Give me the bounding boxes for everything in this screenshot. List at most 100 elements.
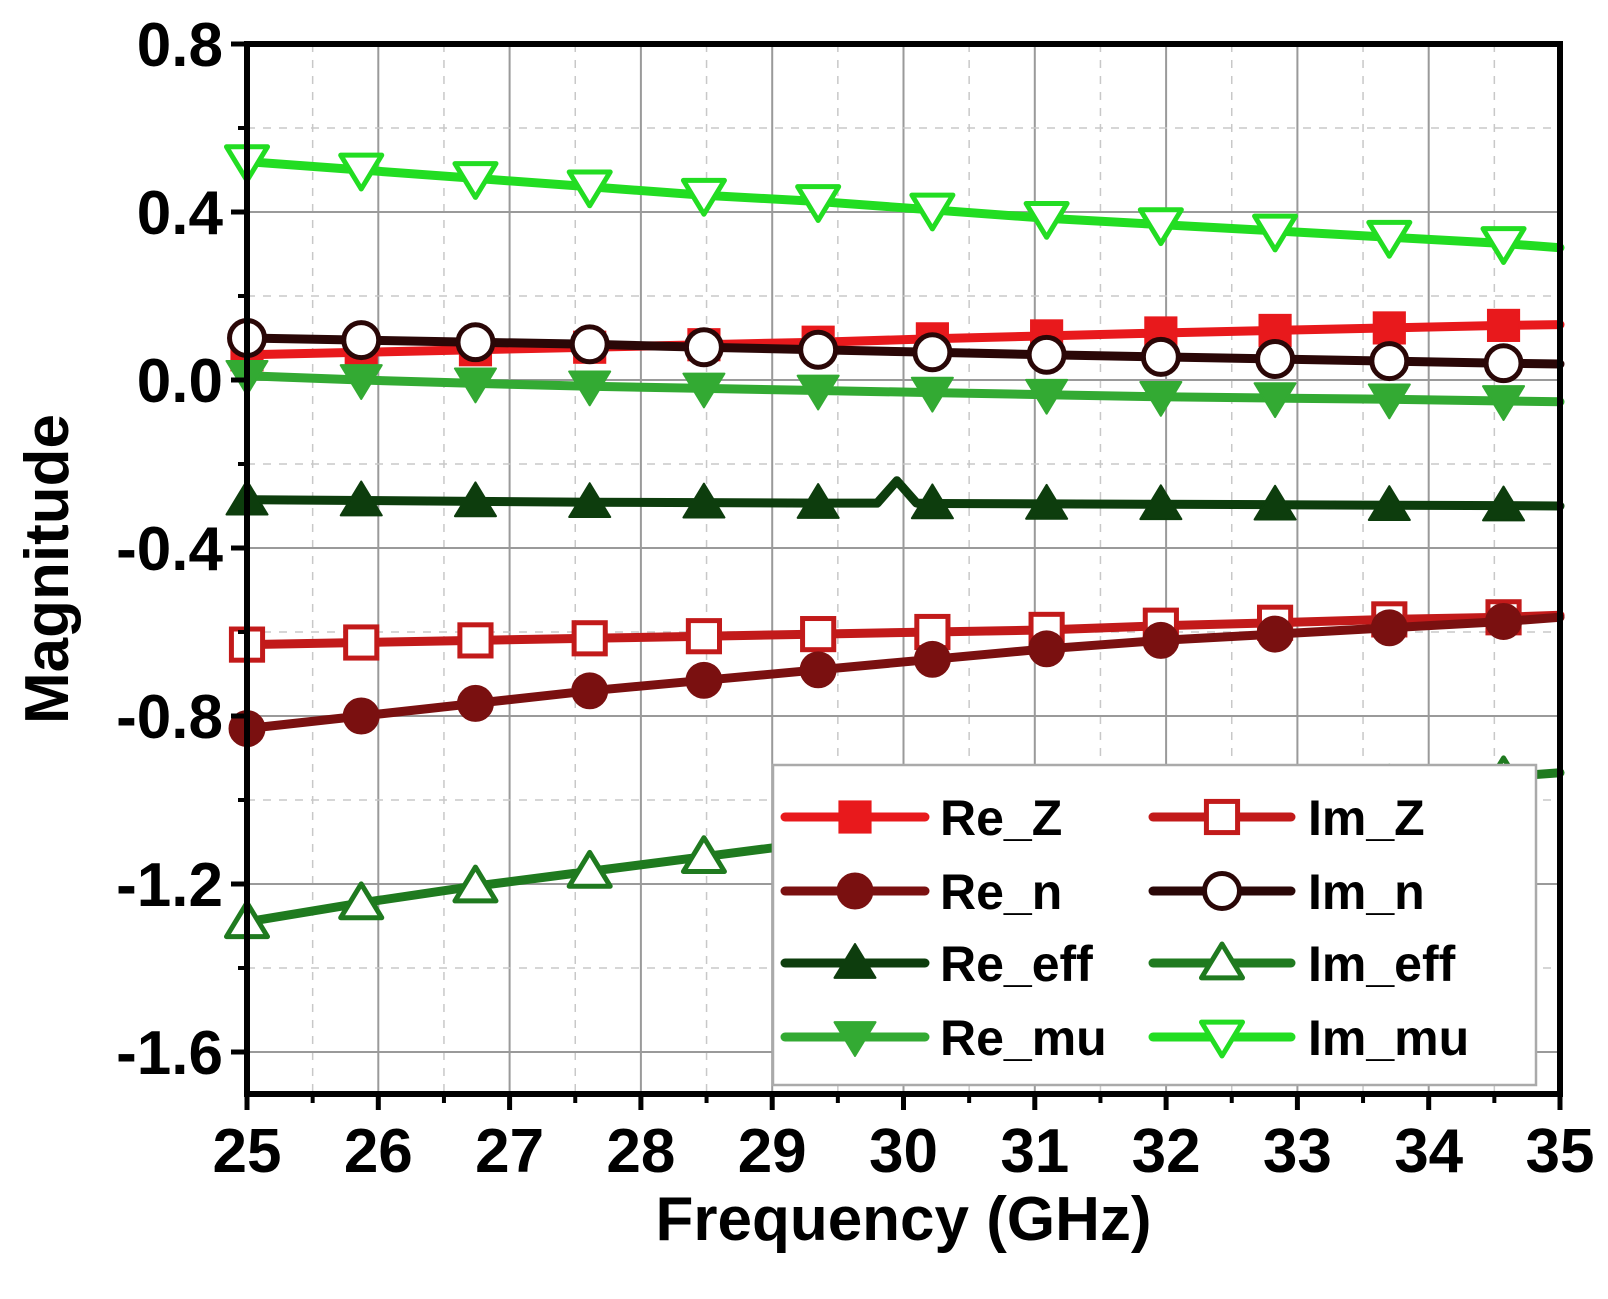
legend-marker-im-eff (1198, 941, 1246, 981)
x-tick-label: 26 (344, 1117, 413, 1186)
legend-item-im-n: Im_n (1148, 864, 1425, 920)
data-point-re-n (571, 672, 609, 710)
legend-item-im-eff: Im_eff (1148, 936, 1456, 992)
legend-marker-im-n (1202, 871, 1242, 911)
data-point-im-mu (1252, 213, 1299, 253)
data-point-re-eff (910, 483, 954, 520)
data-point-im-n (455, 322, 496, 363)
legend-item-re-eff: Re_eff (780, 936, 1093, 992)
legend-label-re-mu: Re_mu (940, 1010, 1107, 1066)
legend-label-re-eff: Re_eff (940, 936, 1093, 992)
data-point-im-mu (909, 192, 956, 232)
data-point-im-mu (1023, 200, 1070, 240)
y-axis-title: Magnitude (13, 414, 82, 724)
y-tick-label: 0.0 (137, 347, 223, 416)
data-point-im-mu (1366, 219, 1413, 259)
data-point-re-mu (682, 372, 726, 409)
axis-ticks: 25 26 27 28 29 30 31 32 33 34 35 -1.6 -1.2 -0.8 -0.4 0.… (116, 11, 1594, 1186)
data-point-re-n (456, 684, 494, 722)
series-line-re-eff (242, 476, 1565, 511)
legend-label-im-n: Im_n (1308, 864, 1425, 920)
x-tick-label: 34 (1394, 1117, 1463, 1186)
data-point-re-eff (796, 483, 840, 519)
data-point-re-mu (1139, 380, 1183, 417)
data-point-im-eff (566, 849, 613, 889)
data-point-re-n (342, 697, 380, 735)
data-point-im-eff (680, 835, 727, 875)
data-point-re-n (1485, 603, 1523, 640)
x-axis-title: Frequency (GHz) (655, 1185, 1151, 1254)
legend-marker-re-n (836, 872, 874, 910)
data-point-re-n (1256, 615, 1294, 653)
data-point-re-mu (453, 367, 497, 404)
data-point-im-mu (1137, 207, 1184, 247)
x-tick-label: 31 (1000, 1117, 1069, 1186)
data-point-im-mu (452, 161, 499, 200)
data-point-re-eff (1253, 484, 1297, 521)
legend-item-im-z: Im_Z (1148, 790, 1425, 846)
data-point-im-eff (452, 864, 499, 904)
data-point-im-z (343, 624, 380, 661)
data-point-re-mu (1025, 378, 1069, 415)
series-re-eff (225, 476, 1565, 522)
x-tick-label: 32 (1132, 1117, 1201, 1186)
data-point-re-eff (1367, 485, 1411, 521)
legend-marker-re-z (838, 800, 872, 834)
data-point-im-mu (680, 177, 727, 217)
legend-label-re-z: Re_Z (940, 790, 1062, 846)
data-point-im-n (1026, 334, 1067, 375)
data-point-re-mu (1253, 382, 1297, 419)
data-point-re-n (1028, 630, 1066, 668)
data-point-im-n (1483, 343, 1524, 384)
data-point-re-z (1486, 308, 1521, 342)
legend-label-im-z: Im_Z (1308, 790, 1425, 846)
data-point-re-n (1142, 621, 1180, 659)
legend-item-re-z: Re_Z (780, 790, 1062, 846)
data-point-im-n (1369, 341, 1410, 382)
data-point-im-mu (338, 152, 385, 192)
legend: Re_Z Im_Z Re_n Im_n Re_eff Im_eff Re_mu Im_mu (771, 763, 1538, 1087)
data-point-im-mu (566, 169, 613, 209)
y-tick-label: -1.2 (116, 851, 223, 920)
series-re-n (228, 603, 1565, 748)
data-point-re-mu (1482, 385, 1526, 421)
data-point-im-mu (795, 184, 842, 223)
data-point-im-n (1140, 336, 1181, 377)
y-tick-label: -0.8 (116, 683, 223, 752)
legend-marker-re-mu (833, 1021, 877, 1057)
data-point-im-mu (1480, 226, 1527, 265)
data-point-re-mu (910, 376, 954, 413)
data-point-im-z (685, 618, 723, 655)
series-im-mu (223, 144, 1565, 265)
data-point-re-eff (1482, 485, 1526, 522)
y-tick-label: 0.8 (137, 11, 223, 80)
data-point-re-eff (1025, 483, 1069, 520)
legend-marker-re-eff (833, 943, 877, 979)
data-point-re-eff (453, 481, 497, 518)
x-tick-label: 30 (869, 1117, 938, 1186)
x-tick-label: 33 (1263, 1117, 1332, 1186)
data-point-re-mu (1367, 383, 1411, 420)
data-point-im-z (571, 620, 608, 657)
data-point-re-z (1372, 311, 1406, 345)
legend-item-re-n: Re_n (780, 864, 1062, 920)
x-tick-label: 27 (475, 1117, 544, 1186)
data-point-re-eff (1139, 484, 1183, 521)
data-point-re-eff (568, 482, 612, 519)
data-point-re-n (685, 661, 723, 699)
legend-label-im-eff: Im_eff (1308, 936, 1456, 992)
y-tick-label: 0.4 (137, 179, 224, 248)
legend-marker-im-z (1203, 798, 1241, 836)
data-point-re-n (799, 651, 837, 689)
y-tick-label: -0.4 (116, 515, 223, 584)
legend-item-im-mu: Im_mu (1148, 1010, 1469, 1066)
data-point-im-z (800, 616, 837, 653)
data-point-re-eff (682, 482, 726, 519)
data-point-im-n (569, 324, 610, 365)
legend-item-re-mu: Re_mu (780, 1010, 1107, 1066)
data-point-re-eff (339, 480, 383, 517)
legend-label-re-n: Re_n (940, 864, 1062, 920)
x-tick-label: 25 (213, 1117, 282, 1186)
